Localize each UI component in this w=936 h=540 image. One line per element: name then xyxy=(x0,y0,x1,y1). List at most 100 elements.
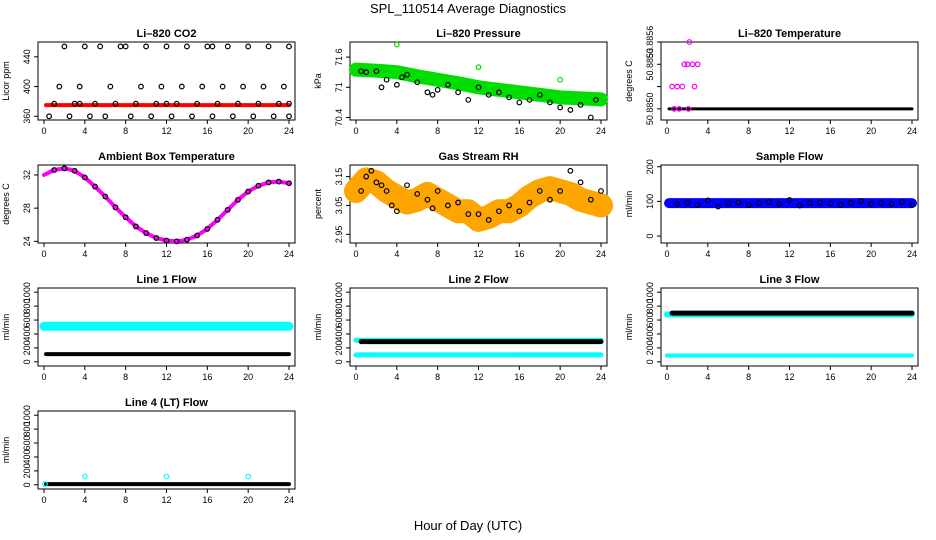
x-tick-label: 8 xyxy=(123,249,128,259)
x-tick-label: 24 xyxy=(907,249,917,259)
point-sample-points xyxy=(776,200,783,207)
point-pressure-points xyxy=(383,76,390,83)
y-tick-label: 50.8853 xyxy=(645,48,655,81)
point-pressure-points xyxy=(378,84,385,91)
x-tick-label: 12 xyxy=(473,372,483,382)
point-rh-points xyxy=(516,208,523,215)
y-axis-label: ml/min xyxy=(624,314,634,341)
point-line4-cyan xyxy=(163,473,170,480)
point-co2-high xyxy=(81,43,88,50)
point-co2-near xyxy=(76,100,83,107)
point-co2-high xyxy=(184,43,190,50)
y-tick-label: 0 xyxy=(334,359,344,364)
point-rh-points xyxy=(455,199,461,206)
point-co2-near xyxy=(194,100,201,107)
point-co2-high xyxy=(97,43,104,50)
x-tick-label: 8 xyxy=(435,249,440,259)
point-sample-points xyxy=(868,200,875,207)
y-tick-label: 400 xyxy=(645,326,655,341)
x-tick-label: 24 xyxy=(284,372,294,382)
point-rh-points xyxy=(506,202,513,209)
point-ambient-points xyxy=(71,167,78,174)
point-pressure-points xyxy=(496,89,502,96)
panel-title: Line 4 (LT) Flow xyxy=(125,397,208,409)
point-temp-spikes xyxy=(679,83,686,90)
x-tick-label: 8 xyxy=(435,126,440,136)
point-line4-cyan xyxy=(81,473,88,480)
y-tick-label: 600 xyxy=(645,313,655,328)
x-tick-label: 24 xyxy=(284,126,294,136)
point-sample-points xyxy=(858,198,864,204)
y-axis-label: ml/min xyxy=(624,191,634,218)
point-sample-points xyxy=(807,200,813,207)
point-line4-cyan xyxy=(245,473,252,480)
point-temp-spikes xyxy=(685,105,692,112)
point-co2-near xyxy=(173,100,180,107)
point-pressure-points xyxy=(587,114,594,121)
panel-line3: Line 3 Flow ml/min 0 4 8 12 16 20 24 0 20040060080… xyxy=(624,274,919,382)
x-tick-label: 20 xyxy=(243,126,253,136)
point-sample-points xyxy=(878,200,885,207)
panel-title: Ambient Box Temperature xyxy=(98,151,235,163)
point-co2-low xyxy=(87,113,93,120)
y-tick-label: 800 xyxy=(645,299,655,314)
x-tick-label: 8 xyxy=(746,126,751,136)
point-rh-points xyxy=(526,199,533,206)
point-pressure-points xyxy=(465,96,472,103)
x-tick-label: 16 xyxy=(202,249,212,259)
point-co2-low xyxy=(250,113,257,120)
point-ambient-points xyxy=(112,204,119,211)
point-pressure-points xyxy=(567,107,574,113)
x-tick-label: 12 xyxy=(161,495,171,505)
x-tick-label: 8 xyxy=(123,372,128,382)
y-tick-label: 32 xyxy=(22,170,32,180)
point-ambient-points xyxy=(51,167,58,173)
point-co2-high xyxy=(163,43,170,50)
point-sample-points xyxy=(715,203,721,210)
y-tick-label: 0 xyxy=(22,482,32,487)
point-sample-points xyxy=(674,201,681,208)
panel-temperature: Li–820 Temperature degrees C 0 4 8 12 16 20 24 50… xyxy=(624,26,919,136)
y-tick-label: 50.8850 xyxy=(645,93,655,126)
x-tick-label: 20 xyxy=(866,249,876,259)
point-co2-mid xyxy=(158,83,165,90)
point-co2-mid xyxy=(138,83,144,90)
x-tick-label: 12 xyxy=(473,126,483,136)
point-rh-points xyxy=(536,188,543,194)
x-tick-label: 8 xyxy=(746,249,751,259)
point-temp-spikes xyxy=(669,83,676,90)
y-tick-label: 400 xyxy=(334,326,344,341)
y-tick-label: 1000 xyxy=(645,282,655,302)
x-tick-label: 20 xyxy=(243,249,253,259)
point-ambient-points xyxy=(286,180,292,187)
point-co2-low xyxy=(127,113,134,120)
y-tick-label: 1000 xyxy=(22,405,32,425)
y-axis-label: ml/min xyxy=(313,314,323,341)
x-tick-label: 12 xyxy=(784,126,794,136)
x-tick-label: 24 xyxy=(284,495,294,505)
point-ambient-points xyxy=(122,214,129,221)
point-pressure-points xyxy=(373,68,380,75)
point-co2-mid xyxy=(219,83,226,90)
point-pressure-outliers xyxy=(557,76,564,83)
point-co2-near xyxy=(132,100,139,107)
point-rh-points xyxy=(475,211,482,218)
point-ambient-points xyxy=(143,230,149,236)
point-co2-high xyxy=(245,43,252,50)
point-sample-points xyxy=(745,202,752,209)
x-tick-label: 4 xyxy=(394,372,399,382)
series-pressure-band xyxy=(349,62,608,107)
point-rh-points xyxy=(557,188,564,194)
panel-title: Gas Stream RH xyxy=(438,151,518,163)
point-ambient-points xyxy=(132,223,139,230)
point-rh-points xyxy=(598,188,604,194)
x-tick-label: 0 xyxy=(41,126,46,136)
point-co2-high xyxy=(209,43,216,50)
point-co2-low xyxy=(189,113,195,120)
point-sample-points xyxy=(684,199,691,206)
point-co2-mid xyxy=(280,83,287,90)
point-pressure-points xyxy=(414,79,421,86)
point-pressure-points xyxy=(424,89,431,96)
point-co2-mid xyxy=(199,83,206,90)
point-ambient-points xyxy=(204,225,211,232)
